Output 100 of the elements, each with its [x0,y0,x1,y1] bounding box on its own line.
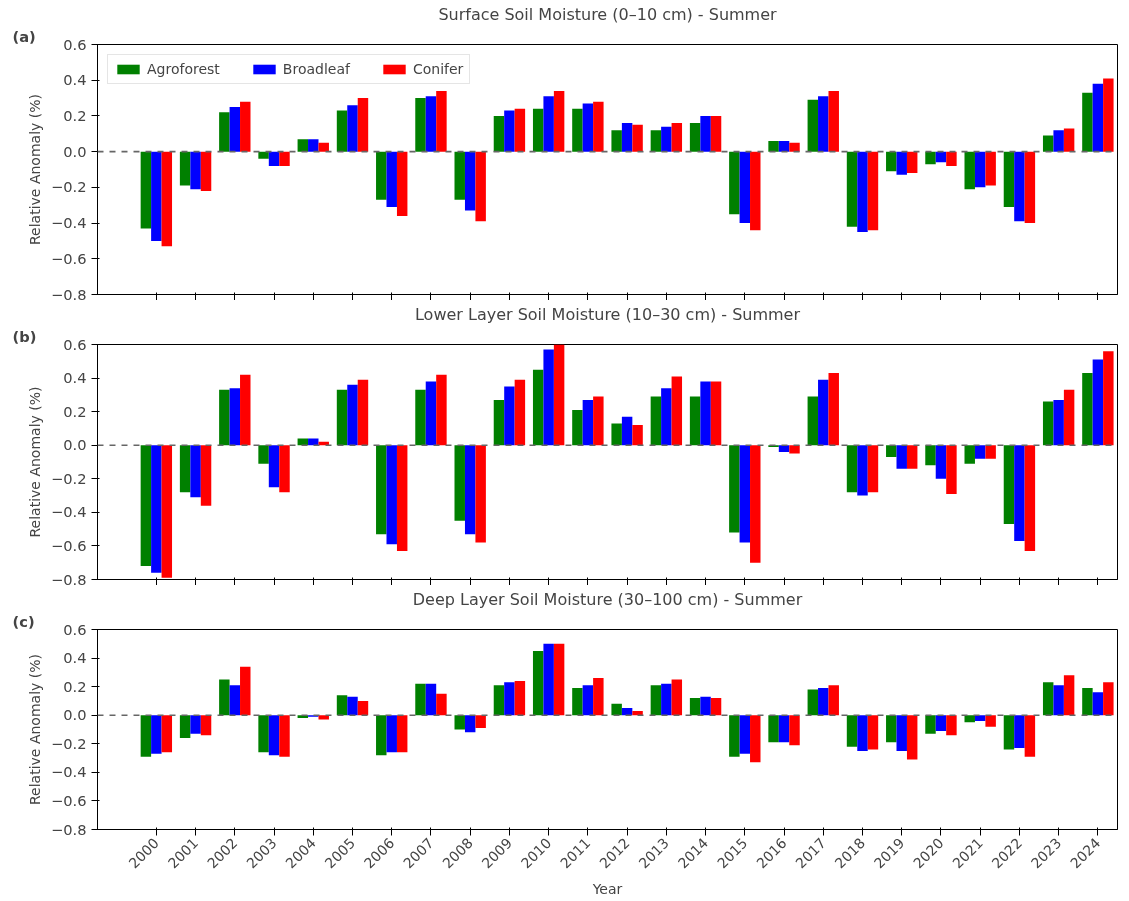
bar [818,688,829,716]
bar [425,683,437,716]
bar [985,715,996,727]
y-tick-label: −0.8 [50,285,87,303]
bar [308,139,319,152]
bar [357,379,369,446]
bar [179,445,191,493]
y-tick-label: −0.4 [50,763,87,781]
bar [1014,445,1025,541]
bar [219,112,230,152]
bar [318,715,329,720]
bar [700,696,711,716]
bar [789,142,800,152]
y-tick-label: 0.4 [63,71,87,89]
bar [611,130,622,152]
bar [151,445,162,573]
bar [357,98,369,152]
bar [572,688,583,716]
x-axis-title: Year [591,880,623,897]
bar [504,386,515,446]
y-tick-label: −0.2 [50,469,87,487]
bar [1092,83,1104,152]
bar [336,389,348,446]
bar [396,151,408,216]
bar [493,685,505,716]
bar [925,715,936,734]
y-tick-label: −0.6 [50,249,87,267]
bar [475,151,486,222]
bar [1082,373,1093,446]
bar [151,715,162,754]
bar [258,151,269,159]
bar [925,151,936,165]
y-tick-label: 0.4 [63,369,87,387]
bar [710,381,722,446]
bar [729,445,740,533]
bar [532,650,544,716]
y-tick-label: 0.2 [63,677,87,695]
bar [240,374,251,446]
bar [386,715,397,753]
text: (c) [12,612,35,630]
bar [347,696,358,716]
bar [219,389,230,446]
bar [161,151,173,247]
y-tick-label: −0.6 [50,791,87,809]
bar [475,445,486,543]
bar [190,151,201,190]
bar [376,445,387,535]
bar [846,151,858,227]
y-axis-title: Relative Anomaly (%) [26,654,43,805]
bar [1092,692,1104,716]
bar [867,445,879,493]
bar [140,715,152,757]
bar [886,715,897,743]
bar [867,715,879,750]
y-tick-label: −0.4 [50,214,87,232]
bar [739,715,751,754]
bar [336,695,348,716]
bar [436,374,447,446]
bar [857,445,868,496]
bar [1063,389,1075,446]
bar [415,98,426,152]
bar [1053,130,1064,152]
bar [161,445,173,578]
bar [464,151,476,211]
bar [532,108,544,152]
bar [543,96,554,152]
bar [946,445,957,494]
bar [593,678,604,716]
bar [906,151,918,174]
bar [946,151,957,166]
bar [729,151,740,215]
bar [935,715,947,731]
bar [671,679,683,716]
bar [1024,151,1036,224]
bar [190,445,201,498]
bar [846,445,858,493]
bar [140,445,152,567]
bar [661,126,672,152]
bar [611,423,622,446]
bar [974,715,986,721]
bar [621,123,633,152]
bar [376,715,387,756]
bar [493,399,505,446]
bar [985,151,996,186]
bar [415,683,426,716]
bar [1082,92,1093,152]
bar [514,680,526,716]
bar [357,700,369,716]
bar [415,389,426,446]
bar [240,101,251,152]
bar [1014,715,1025,749]
bar [140,151,152,229]
bar [464,715,476,733]
bar [1003,445,1015,525]
bar [1063,128,1075,152]
bar [906,715,918,760]
bar [454,715,465,730]
bar [1053,399,1064,446]
bar [621,416,633,446]
bar [768,715,779,743]
